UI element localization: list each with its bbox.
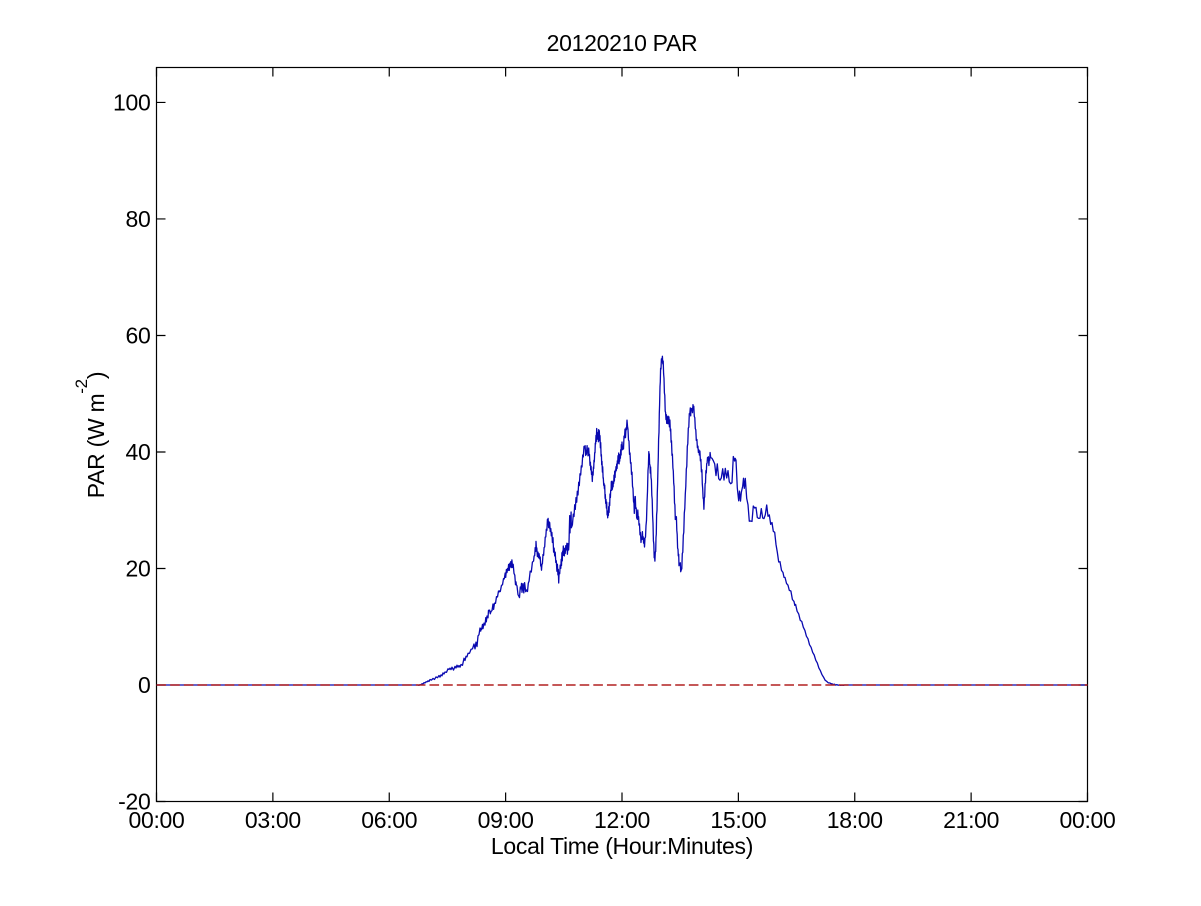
svg-text:12:00: 12:00 bbox=[594, 807, 650, 833]
svg-text:00:00: 00:00 bbox=[128, 807, 184, 833]
svg-text:18:00: 18:00 bbox=[827, 807, 883, 833]
svg-text:80: 80 bbox=[126, 206, 151, 232]
svg-text:PAR (W m-2): PAR (W m-2) bbox=[72, 372, 109, 498]
svg-text:0: 0 bbox=[138, 672, 151, 698]
svg-text:06:00: 06:00 bbox=[361, 807, 417, 833]
svg-text:21:00: 21:00 bbox=[943, 807, 999, 833]
svg-text:00:00: 00:00 bbox=[1059, 807, 1115, 833]
svg-text:40: 40 bbox=[126, 439, 151, 465]
svg-text:-20: -20 bbox=[118, 789, 150, 815]
svg-text:15:00: 15:00 bbox=[710, 807, 766, 833]
svg-text:60: 60 bbox=[126, 322, 151, 348]
svg-text:Local Time (Hour:Minutes): Local Time (Hour:Minutes) bbox=[491, 833, 753, 859]
svg-text:09:00: 09:00 bbox=[478, 807, 534, 833]
svg-text:20120210 PAR: 20120210 PAR bbox=[547, 30, 698, 56]
svg-text:100: 100 bbox=[113, 89, 150, 115]
svg-text:03:00: 03:00 bbox=[245, 807, 301, 833]
svg-text:20: 20 bbox=[126, 555, 151, 581]
